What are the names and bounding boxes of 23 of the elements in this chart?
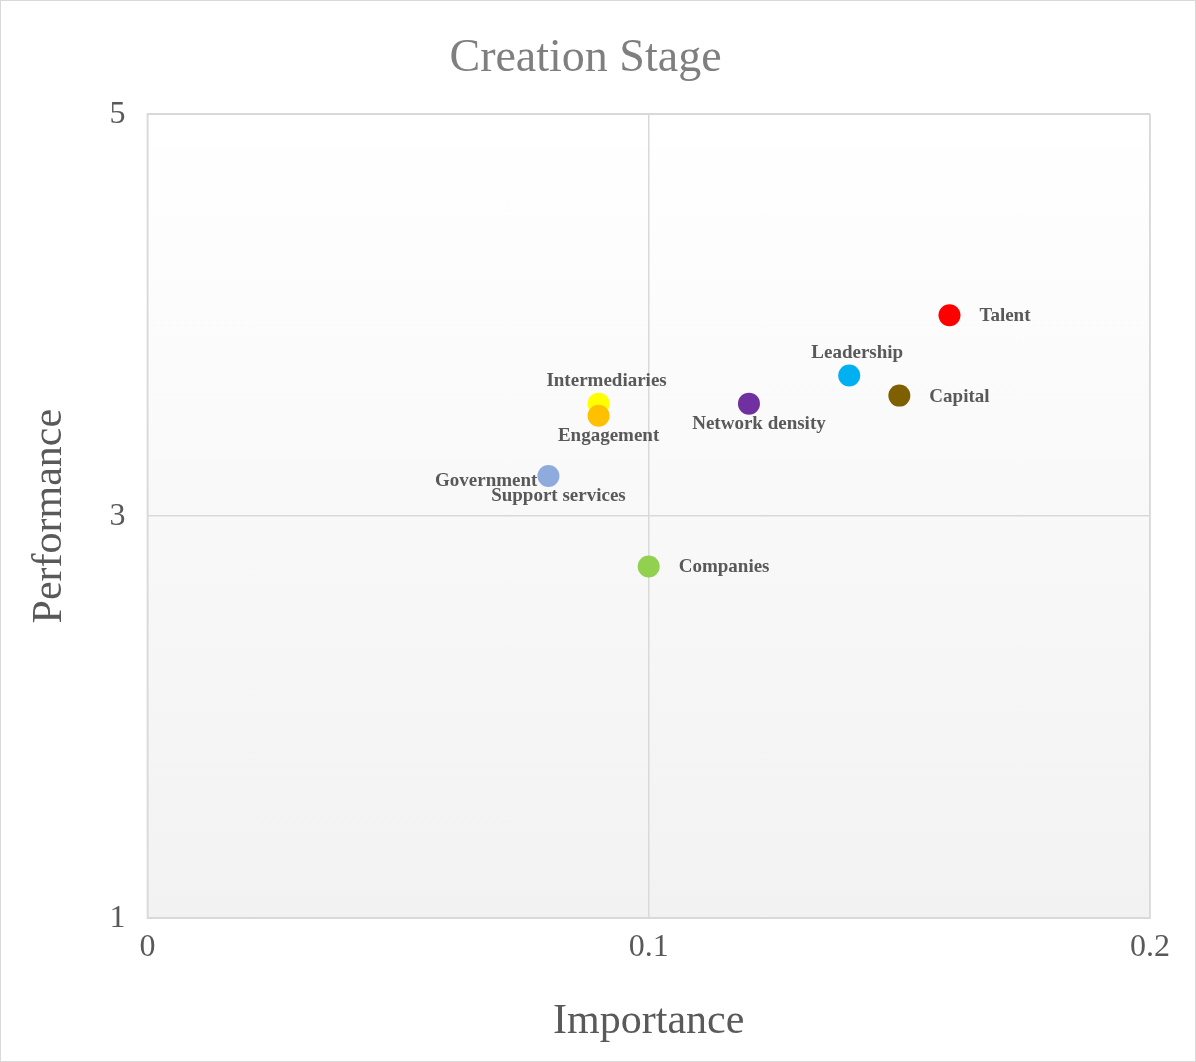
series-label: Network density: [692, 412, 827, 434]
x-axis-title: Importance: [553, 995, 745, 1042]
point: [737, 392, 760, 415]
chart-title: Creation Stage: [449, 29, 722, 81]
point: [838, 364, 861, 387]
series-label: Engagement: [557, 424, 660, 446]
point: [938, 304, 961, 327]
series-label: Talent: [979, 304, 1032, 326]
point: [888, 384, 911, 407]
point: [537, 465, 560, 487]
y-tick-label: 1: [109, 897, 126, 934]
point: [637, 555, 660, 578]
series-label: Intermediaries: [546, 369, 667, 391]
point: [587, 404, 610, 427]
series-label: Leadership: [811, 340, 904, 362]
y-tick-label: 5: [109, 93, 126, 130]
series-label: Capital: [929, 384, 990, 406]
x-tick-label: 0.1: [628, 926, 669, 963]
y-axis-title: Performance: [24, 408, 71, 624]
series-label: Companies: [678, 555, 770, 577]
x-tick-label: 0.2: [1130, 926, 1170, 963]
x-tick-label: 0: [139, 926, 156, 963]
y-tick-label: 3: [109, 495, 126, 532]
